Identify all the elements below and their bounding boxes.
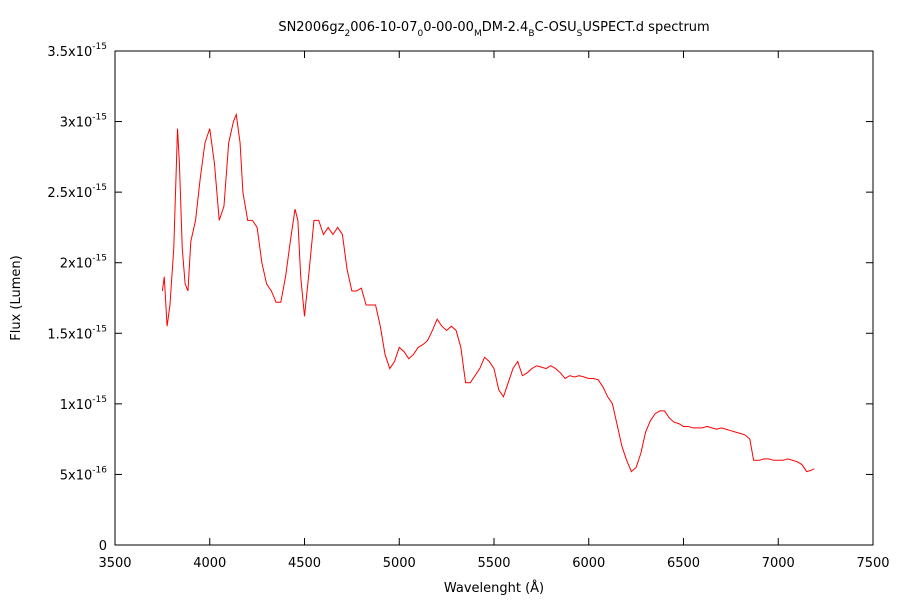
title-part: B xyxy=(528,29,534,39)
x-axis-label: Wavelenght (Å) xyxy=(444,580,544,596)
x-tick-label: 5000 xyxy=(383,556,416,571)
y-tick-mantissa: 5x10 xyxy=(60,468,93,483)
y-tick-exponent: -15 xyxy=(92,324,107,334)
title-part: USPECT.d spectrum xyxy=(582,20,709,35)
y-tick-label: 2x10-15 xyxy=(60,254,107,272)
y-tick-mantissa: 2.5x10 xyxy=(47,186,92,201)
y-tick-exponent: -15 xyxy=(92,42,107,52)
y-tick-mantissa: 3.5x10 xyxy=(47,45,92,60)
y-tick-label: 3x10-15 xyxy=(60,113,107,131)
title-part: SN2006gz xyxy=(278,20,344,35)
y-tick-mantissa: 2x10 xyxy=(60,257,93,272)
title-part: DM-2.4 xyxy=(482,20,529,35)
y-tick-exponent: -15 xyxy=(92,395,107,405)
y-tick-exponent: -16 xyxy=(92,465,107,475)
x-tick-label: 5500 xyxy=(477,556,510,571)
title-part: M xyxy=(474,29,482,39)
y-tick-label: 0 xyxy=(99,539,107,554)
y-tick-label: 2.5x10-15 xyxy=(47,183,107,201)
title-part: 2 xyxy=(344,29,350,39)
title-part: S xyxy=(577,29,583,39)
title-part: C-OSU xyxy=(535,20,577,35)
title-part: 0-00-00 xyxy=(423,20,474,35)
y-tick-mantissa: 1x10 xyxy=(60,398,93,413)
x-tick-label: 7500 xyxy=(856,556,889,571)
y-tick-label: 1.5x10-15 xyxy=(47,324,107,342)
chart-title: SN2006gz2006-10-0700-00-00MDM-2.4BC-OSUS… xyxy=(278,20,709,39)
x-tick-label: 6000 xyxy=(572,556,605,571)
x-tick-label: 4000 xyxy=(193,556,226,571)
title-part: 006-10-07 xyxy=(350,20,417,35)
spectrum-line xyxy=(161,112,815,473)
y-tick-mantissa: 3x10 xyxy=(60,116,93,131)
y-tick-exponent: -15 xyxy=(92,254,107,264)
plot-frame xyxy=(114,50,874,546)
x-tick-label: 6500 xyxy=(667,556,700,571)
y-axis-label: Flux (Lumen) xyxy=(9,255,24,340)
y-tick-exponent: -15 xyxy=(92,183,107,193)
y-tick-label: 3.5x10-15 xyxy=(47,42,107,60)
y-tick-label: 1x10-15 xyxy=(60,395,107,413)
title-part: 0 xyxy=(417,29,423,39)
y-tick-exponent: -15 xyxy=(92,113,107,123)
x-tick-label: 7000 xyxy=(762,556,795,571)
x-tick-label: 4500 xyxy=(288,556,321,571)
y-tick-label: 5x10-16 xyxy=(60,465,107,483)
y-tick-mantissa: 1.5x10 xyxy=(47,327,92,342)
x-tick-label: 3500 xyxy=(98,556,131,571)
